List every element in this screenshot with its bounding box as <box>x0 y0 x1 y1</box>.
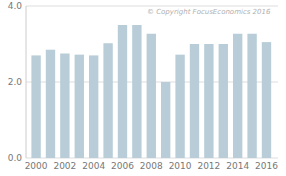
x-tick-label: 2006 <box>111 161 134 171</box>
grid-line <box>26 6 278 7</box>
bar <box>175 55 184 158</box>
x-tick-label: 2008 <box>140 161 163 171</box>
bars <box>31 25 271 158</box>
x-tick-label: 2016 <box>255 161 278 171</box>
bar <box>262 42 271 158</box>
x-tick-label: 2000 <box>25 161 48 171</box>
annotation: © Copyright FocusEconomics 2016 <box>147 8 271 16</box>
bar <box>31 55 40 158</box>
bar <box>118 25 127 158</box>
bar <box>161 82 170 158</box>
bar <box>247 34 256 158</box>
y-tick-label: 4.0 <box>8 1 23 11</box>
bar <box>89 55 98 158</box>
x-tick-label: 2004 <box>82 161 105 171</box>
y-axis-line <box>26 6 27 158</box>
x-tick-label: 2014 <box>226 161 249 171</box>
x-tick-label: 2012 <box>197 161 220 171</box>
x-tick-label: 2010 <box>169 161 192 171</box>
bar <box>103 43 112 158</box>
bar <box>60 54 69 159</box>
bar <box>75 55 84 158</box>
bar <box>204 44 213 158</box>
bar <box>46 50 55 158</box>
chart: 0.0 2.0 4.0 2000 2002 2004 2006 2008 2010 2012 201… <box>0 0 286 176</box>
bar <box>233 34 242 158</box>
bar <box>132 25 141 158</box>
bar <box>190 44 199 158</box>
bar <box>219 44 228 158</box>
bar <box>147 34 156 158</box>
y-tick-label: 2.0 <box>8 77 23 87</box>
y-grid <box>26 6 278 158</box>
x-tick-label: 2002 <box>53 161 76 171</box>
y-tick-label: 0.0 <box>8 153 23 163</box>
